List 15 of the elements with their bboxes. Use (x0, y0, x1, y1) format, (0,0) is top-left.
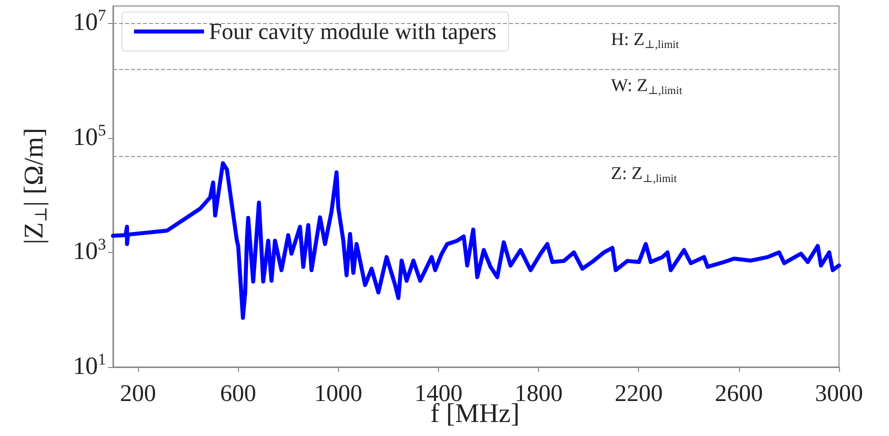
ref-line-label: H: Z$_{⊥,limit}$ (611, 29, 679, 52)
y-tick-label: 10$^{7}$ (72, 6, 106, 36)
x-tick-label: 1000 (314, 381, 362, 408)
y-tick-label: 10$^{5}$ (72, 121, 106, 151)
line-series (111, 161, 841, 320)
x-tick-label: 2200 (614, 381, 663, 408)
x-tick-label: 2600 (714, 381, 763, 408)
x-tick-label: 200 (120, 381, 156, 408)
x-tick-label: 3000 (815, 381, 863, 408)
y-tick-label: 10$^{1}$ (72, 350, 106, 380)
y-tick-label: 10$^{3}$ (72, 236, 106, 266)
ref-line-label: W: Z$_{⊥,limit}$ (611, 74, 682, 97)
legend-label: Four cavity module with tapers (209, 19, 496, 44)
x-tick-label: 600 (220, 381, 256, 408)
ref-line-label: Z: Z$_{⊥,limit}$ (611, 162, 677, 184)
